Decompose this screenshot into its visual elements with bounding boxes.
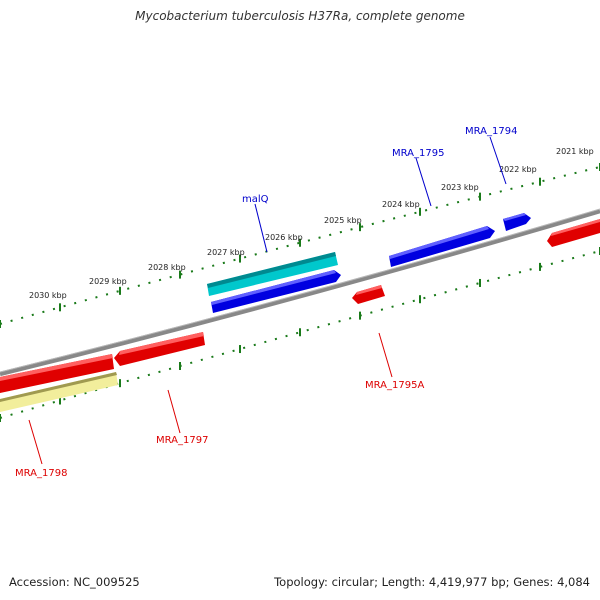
genome-backbone-highlight xyxy=(0,208,600,373)
outer-tick-track xyxy=(0,163,600,328)
genome-summary-text: Topology: circular; Length: 4,419,977 bp… xyxy=(274,575,590,589)
leader-mra1794 xyxy=(489,136,507,185)
kbp-label-2025: 2025 kbp xyxy=(324,216,362,225)
gene-mra1795a[interactable] xyxy=(352,285,385,304)
gene-labels: MRA_1794 MRA_1795 malQ MRA_1795A MRA_179… xyxy=(15,126,517,479)
kbp-label-2022: 2022 kbp xyxy=(499,165,537,174)
reverse-strand-genes xyxy=(0,219,600,412)
label-mra1798[interactable]: MRA_1798 xyxy=(15,468,67,479)
gene-mra1798-shade xyxy=(0,354,113,381)
gene-mra1795a-shade xyxy=(356,285,382,295)
kbp-label-2028: 2028 kbp xyxy=(148,263,186,272)
leader-mra1795a xyxy=(378,332,393,378)
leader-mra1798 xyxy=(28,419,43,465)
label-mra1797[interactable]: MRA_1797 xyxy=(156,435,208,446)
label-mra1794[interactable]: MRA_1794 xyxy=(465,126,517,137)
leader-mra1795 xyxy=(415,157,432,207)
gene-mra1795[interactable] xyxy=(389,226,495,267)
kbp-label-2029: 2029 kbp xyxy=(89,277,127,286)
gene-right-edge[interactable] xyxy=(547,219,600,247)
gene-pale-feature-shade xyxy=(0,372,117,402)
kbp-label-2026: 2026 kbp xyxy=(265,233,303,242)
gene-mra1795-shade xyxy=(389,226,489,259)
genome-backbone xyxy=(0,208,600,377)
gene-right-edge-shade xyxy=(551,219,600,236)
kbp-labels: 2021 kbp 2022 kbp 2023 kbp 2024 kbp 2025… xyxy=(29,147,594,300)
label-mra1795[interactable]: MRA_1795 xyxy=(392,148,444,159)
kbp-label-2027: 2027 kbp xyxy=(207,248,245,257)
kbp-label-2030: 2030 kbp xyxy=(29,291,67,300)
gene-pale-feature[interactable] xyxy=(0,372,118,412)
leader-malq xyxy=(254,203,268,253)
gene-malq-shade xyxy=(207,252,336,288)
gene-mra1796-shade xyxy=(211,270,336,305)
label-malq[interactable]: malQ xyxy=(242,194,269,205)
map-title: Mycobacterium tuberculosis H37Ra, comple… xyxy=(135,9,465,23)
accession-text: Accession: NC_009525 xyxy=(9,575,140,589)
outer-major-ticks xyxy=(0,163,600,328)
leader-mra1797 xyxy=(167,389,181,434)
gene-mra1797-shade xyxy=(119,332,204,355)
forward-strand-genes xyxy=(207,213,531,313)
kbp-label-2023: 2023 kbp xyxy=(441,183,479,192)
kbp-label-2021: 2021 kbp xyxy=(556,147,594,156)
inner-tick-track xyxy=(0,247,600,422)
gene-mra1798[interactable] xyxy=(0,354,114,393)
gene-mra1794-shade xyxy=(503,213,526,221)
gene-mra1796[interactable] xyxy=(211,270,341,313)
leader-lines xyxy=(28,136,507,465)
kbp-label-2024: 2024 kbp xyxy=(382,200,420,209)
inner-major-ticks xyxy=(0,247,600,422)
label-mra1795a[interactable]: MRA_1795A xyxy=(365,380,424,391)
